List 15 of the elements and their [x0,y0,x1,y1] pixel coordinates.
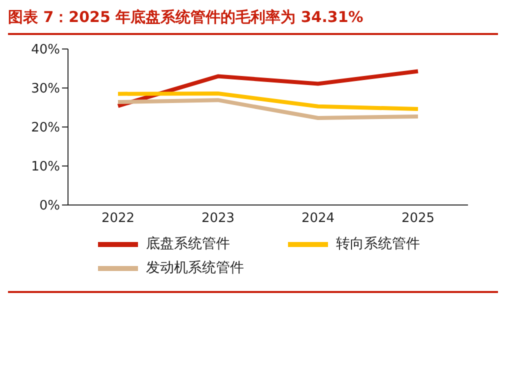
x-tick-label: 2025 [401,211,435,226]
legend-label: 底盘系统管件 [146,235,230,253]
y-tick-label: 20% [31,120,60,136]
chart-title: 图表 7：2025 年底盘系统管件的毛利率为 34.31% [8,8,498,35]
x-tick-label: 2024 [301,211,335,226]
y-tick-label: 30% [31,82,60,97]
x-tick-label: 2022 [101,211,135,226]
x-tick-label: 2023 [201,211,235,226]
line-series [116,98,420,120]
y-tick-label: 40% [31,42,60,58]
y-tick-label: 0% [39,198,60,214]
legend-label: 转向系统管件 [336,235,420,253]
legend-label: 发动机系统管件 [146,259,244,277]
y-tick-label: 10% [31,160,60,175]
line-series [116,91,420,112]
